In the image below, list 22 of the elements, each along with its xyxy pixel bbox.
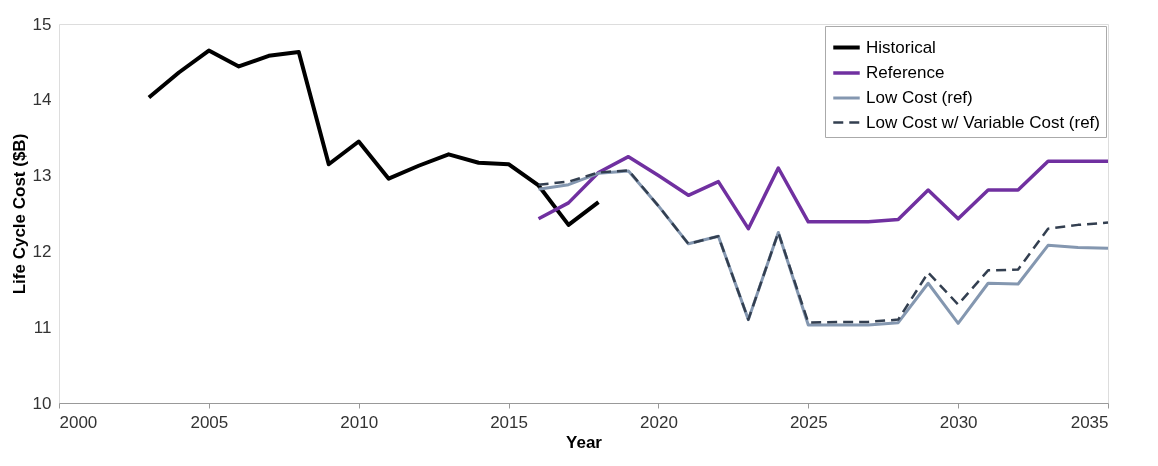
x-tick-label: 2005	[190, 412, 229, 432]
y-tick-label: 14	[32, 90, 52, 110]
legend-label: Low Cost w/ Variable Cost (ref)	[866, 112, 1100, 132]
y-tick-label: 12	[32, 241, 52, 261]
x-axis-title: Year	[566, 432, 603, 452]
x-tick-label: 2010	[340, 412, 379, 432]
x-tick-label: 2035	[1070, 412, 1109, 432]
y-tick-label: 15	[32, 14, 52, 34]
x-tick-label: 2000	[59, 412, 98, 432]
x-tick-label: 2020	[640, 412, 678, 432]
y-tick-label: 13	[32, 166, 52, 186]
line-series	[536, 154, 1110, 231]
y-tick-label: 11	[33, 317, 52, 337]
legend-label: Reference	[866, 63, 945, 82]
x-tick-label: 2030	[939, 412, 978, 432]
legend-label: Historical	[866, 37, 936, 57]
legend-label: Low Cost (ref)	[866, 88, 973, 107]
y-axis-title: Life Cycle Cost ($B)	[9, 133, 29, 295]
line-series	[146, 48, 601, 227]
y-tick-label: 10	[32, 393, 52, 413]
x-tick-label: 2015	[490, 412, 528, 432]
x-tick-label: 2025	[789, 412, 828, 432]
